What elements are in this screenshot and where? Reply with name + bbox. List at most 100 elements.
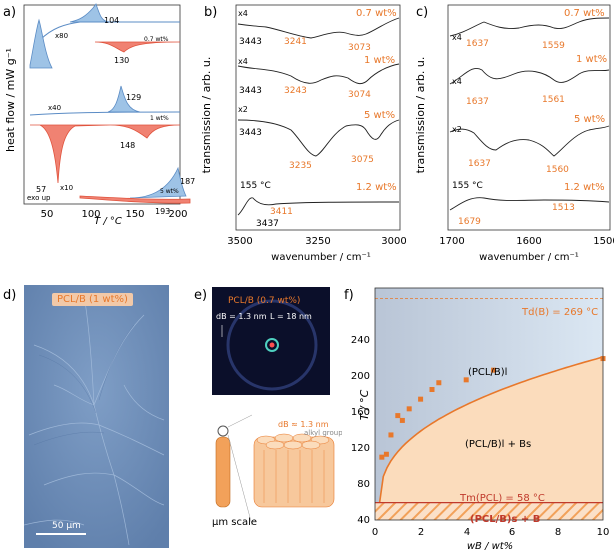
panel-f-yticks: 40 80 120 160 200 240 xyxy=(351,335,370,526)
ir-b-1.2-band: 3411 xyxy=(270,207,293,217)
panel-f-frame xyxy=(374,287,604,521)
ir-b-1.2-scale: 155 °C xyxy=(240,181,271,191)
schematic-alkyl-label: alkyl groups xyxy=(304,429,342,437)
panel-a-ylabel: heat flow / mW g⁻¹ xyxy=(4,48,17,152)
region-solid-label: (PCL/B)s + B xyxy=(470,514,540,525)
panel-c-frame xyxy=(447,4,611,231)
data-point xyxy=(418,396,424,402)
panel-f-xtick: 0 xyxy=(372,527,378,538)
panel-a-xlabel: T / °C xyxy=(94,216,122,225)
panel-b-frame xyxy=(235,4,401,231)
ir-b-5-conc: 5 wt% xyxy=(364,110,395,121)
panel-a-frame xyxy=(23,4,181,205)
ir-b-5 xyxy=(237,119,400,157)
ir-c-0.7-band: 1559 xyxy=(542,41,565,51)
dsc-1-conc: 1 wt% xyxy=(150,115,169,122)
ir-b-5-band: 3075 xyxy=(351,155,374,165)
magnifier-icon xyxy=(217,425,229,437)
ir-c-1.2 xyxy=(449,197,610,211)
saxs-pattern-bg xyxy=(212,287,330,395)
data-point xyxy=(406,406,412,412)
dsc-0.7-heat-peak: 104 xyxy=(104,16,119,25)
td-label: Td(B) = 269 °C xyxy=(521,307,598,318)
panel-c-xlabel: wavenumber / cm⁻¹ xyxy=(479,252,579,263)
panel-c-label: c) xyxy=(416,5,428,20)
dsc-pcl-crystallization-trough xyxy=(30,124,111,184)
ir-c-1.2-band: 1513 xyxy=(552,203,575,213)
dsc-0.7-cooling-trough xyxy=(94,41,181,53)
saxs-L-label: L = 18 nm xyxy=(270,312,312,321)
data-point xyxy=(388,432,394,438)
dsc-1-heat-peak: 129 xyxy=(126,93,141,102)
data-point xyxy=(429,387,435,392)
panel-f-label: f) xyxy=(344,288,354,303)
solid-region xyxy=(375,502,603,520)
panel-a-xtick: 150 xyxy=(125,209,144,220)
ir-b-0.7-scale: x4 xyxy=(238,9,248,18)
panel-c-ylabel: transmission / arb. u. xyxy=(414,57,427,174)
panel-a-dsc-chart: a) heat flow / mW g⁻¹ x80 104 130 0.7 wt… xyxy=(3,3,195,225)
dsc-5-scale: x10 xyxy=(60,184,73,192)
dsc-1-cool-peak: 148 xyxy=(120,141,135,150)
panel-b-xtick: 3500 xyxy=(227,236,252,247)
panel-c-xtick: 1600 xyxy=(516,236,541,247)
saxs-sample-label: PCL/B (0.7 wt%) xyxy=(228,296,300,306)
panel-c-xticks: 1700 1600 1500 xyxy=(439,236,614,247)
dsc-5-heating-peak xyxy=(129,166,187,199)
panel-f-ytick: 200 xyxy=(351,371,370,382)
dsc-1-heating-baseline xyxy=(29,111,181,116)
ir-b-0.7-band: 3073 xyxy=(348,43,371,53)
ir-c-5 xyxy=(449,125,610,157)
fiber-cylinder xyxy=(215,436,231,508)
panel-b-xlabel: wavenumber / cm⁻¹ xyxy=(271,252,371,263)
panel-f-xtick: 10 xyxy=(597,527,610,538)
panel-f-xtick: 8 xyxy=(555,527,561,538)
dsc-0.7-heating-baseline xyxy=(39,21,180,41)
panel-b-label: b) xyxy=(204,5,217,20)
bundle-schematic xyxy=(253,433,335,508)
ir-b-0.7-conc: 0.7 wt% xyxy=(356,8,397,19)
panel-f-xtick: 4 xyxy=(464,527,470,538)
panel-a-xticks: 50 100 150 200 xyxy=(41,209,188,220)
ir-b-1-band: 3074 xyxy=(348,90,371,100)
data-point xyxy=(463,377,469,383)
panel-b-xtick: 3250 xyxy=(305,236,330,247)
panel-c-xtick: 1500 xyxy=(593,236,614,247)
data-point xyxy=(383,451,389,457)
micrograph-sample-label: PCL/B (1 wt%) xyxy=(52,293,133,306)
data-point xyxy=(379,454,385,460)
ir-c-1-conc: 1 wt% xyxy=(576,54,607,65)
ir-c-0.7 xyxy=(449,17,610,37)
panel-f-ytick: 120 xyxy=(351,443,370,454)
dsc-0.7-scale: x80 xyxy=(55,32,68,40)
two-phase-region xyxy=(379,357,603,503)
saxs-center xyxy=(269,342,275,348)
ir-b-1-conc: 1 wt% xyxy=(364,55,395,66)
dsc-1-heating-peak xyxy=(107,85,141,113)
saxs-outer-ring xyxy=(226,299,318,391)
panel-c-xtick: 1700 xyxy=(439,236,464,247)
data-point xyxy=(395,413,401,419)
schematic-scale-label: µm scale xyxy=(212,517,257,528)
panel-a-xtick: 100 xyxy=(81,209,100,220)
panel-f-xtick: 2 xyxy=(418,527,424,538)
panel-f-ytick: 80 xyxy=(357,479,370,490)
panel-c-ir-chart: c) transmission / arb. u. x4 0.7 wt% 163… xyxy=(414,4,614,263)
panel-b-xticks: 3500 3250 3000 xyxy=(227,236,406,247)
ir-b-5-band: 3235 xyxy=(289,161,312,171)
panel-f-ylabel: T / °C xyxy=(358,389,371,420)
panel-a-xtick: 50 xyxy=(41,209,54,220)
ir-c-1 xyxy=(449,68,610,85)
ir-b-1 xyxy=(237,63,400,85)
ir-b-0.7 xyxy=(237,17,400,39)
ir-c-1-band: 1637 xyxy=(466,97,489,107)
dsc-0.7-heating-peak xyxy=(69,3,111,23)
liquidus-curve xyxy=(378,356,604,503)
data-point xyxy=(491,367,497,373)
dsc-pcl-melting-peak xyxy=(29,18,53,69)
ir-c-1-band: 1561 xyxy=(542,95,565,105)
micrograph-scalebar-label: 50 µm xyxy=(52,521,81,531)
data-point xyxy=(399,417,405,423)
ir-b-0.7-band: 3241 xyxy=(284,37,307,47)
ir-b-0.7-band: 3443 xyxy=(239,37,262,47)
